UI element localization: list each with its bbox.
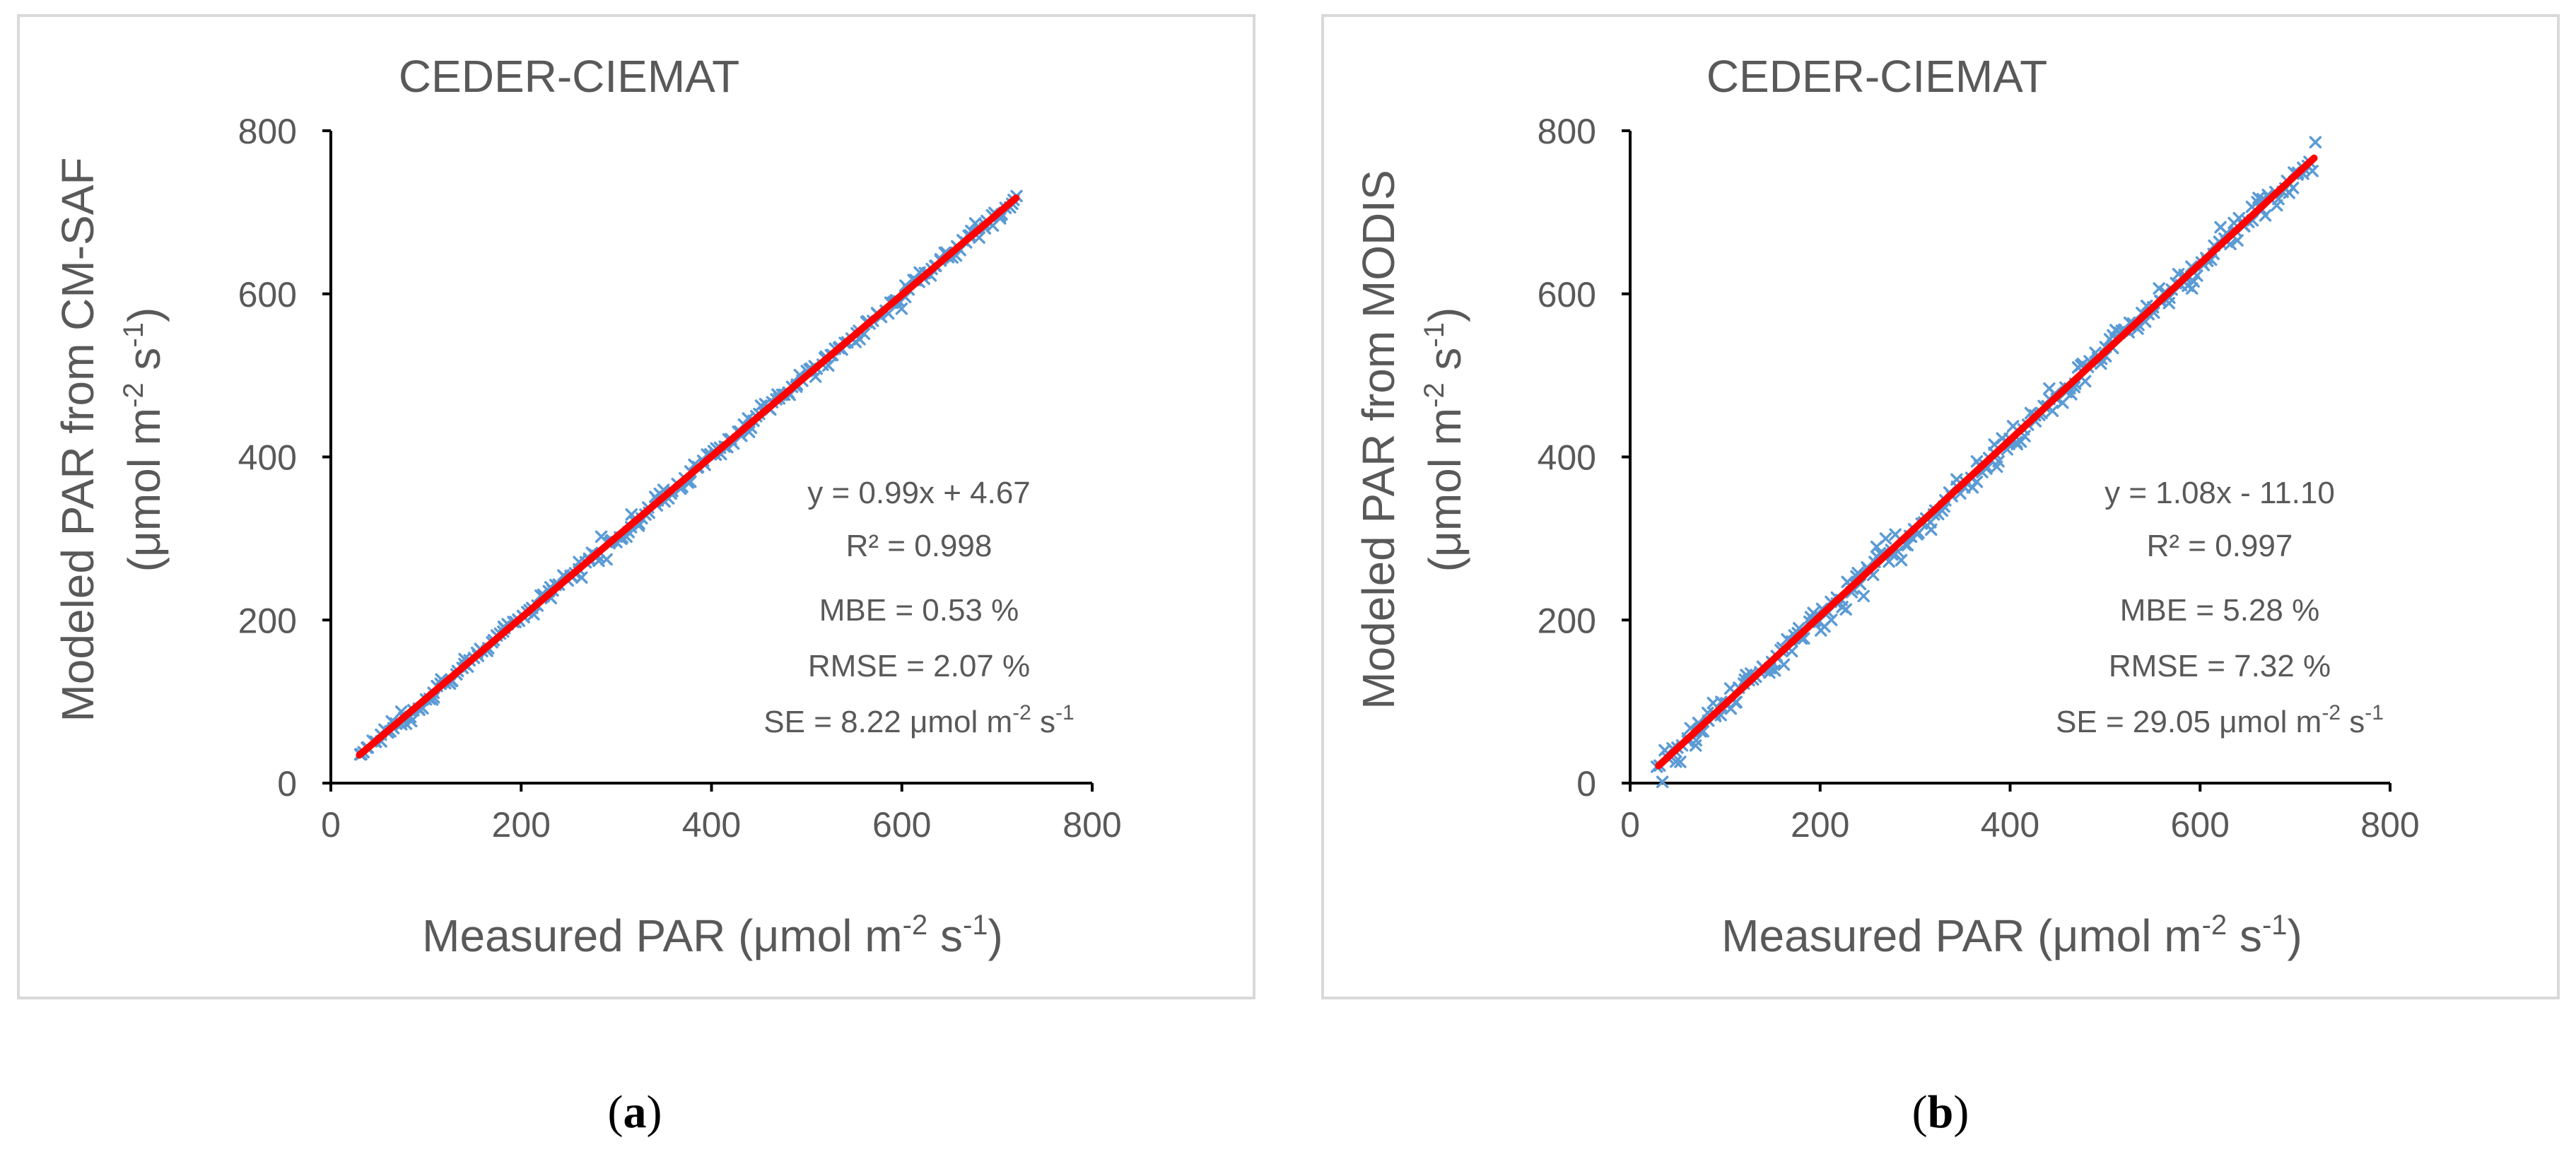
- panel-b-data-point: [1670, 755, 1682, 768]
- panel-a-data-point: [600, 553, 613, 566]
- panel-a-stat-rmse: RMSE = 2.07 %: [808, 649, 1030, 683]
- panel-a-y-axis-title-line1: Modeled PAR from CM-SAF: [52, 158, 103, 722]
- panel-b-y-axis-title-line1: Modeled PAR from MODIS: [1353, 170, 1404, 709]
- panel-b-stat-rmse: RMSE = 7.32 %: [2109, 649, 2331, 683]
- panel-a-data-point: [895, 303, 908, 315]
- panel-b-y-axis-title-line2: (μmol m-2 s-1): [1419, 307, 1470, 572]
- panel-a-frame: [17, 14, 1255, 999]
- panel-a-x-axis-title: Measured PAR (μmol m-2 s-1): [422, 910, 1003, 961]
- panel-a-stat-se: SE = 8.22 μmol m-2 s-1: [763, 701, 1074, 739]
- panel-a-y-tick-label: 800: [238, 112, 297, 151]
- panel-a-x-tick-label: 0: [321, 805, 341, 845]
- panel-b-x-tick-label: 600: [2171, 805, 2230, 845]
- panel-a-stat-mbe: MBE = 0.53 %: [819, 593, 1019, 628]
- panel-b-data-point: [1924, 523, 1938, 536]
- panel-a-stat-equation: y = 0.99x + 4.67: [807, 476, 1031, 510]
- panel-b-stat-mbe: MBE = 5.28 %: [2120, 593, 2319, 628]
- panel-b-y-tick-label: 200: [1538, 601, 1596, 640]
- panel-b-ticks: 0 200 400 600 800 0 200 400 600 800: [1538, 112, 2420, 845]
- panel-b-data-point: [1857, 589, 1870, 603]
- panel-b-data-point: [2306, 165, 2319, 177]
- panel-b-title: CEDER-CIEMAT: [1706, 51, 2047, 102]
- panel-b-data-point: [2231, 234, 2244, 247]
- panel-b-y-tick-label: 400: [1538, 438, 1596, 478]
- panel-b-data-point: [2259, 209, 2272, 222]
- panel-b-data-point: [1825, 613, 1838, 626]
- panel-b-data-point: [1768, 664, 1781, 677]
- panel-a-trendline: [356, 194, 1020, 759]
- panel-b-stats: y = 1.08x - 11.10 R² = 0.997 MBE = 5.28 …: [2056, 476, 2384, 739]
- panel-b-x-tick-label: 0: [1620, 805, 1640, 845]
- panel-a-y-tick-label: 400: [238, 438, 297, 478]
- panel-b-data-point: [1895, 553, 1908, 567]
- panel-a-title: CEDER-CIEMAT: [399, 51, 739, 102]
- panel-b-data-point: [1889, 528, 1902, 541]
- panel-a-stat-r2: R² = 0.998: [846, 529, 993, 563]
- panel-b-trendline: [1655, 154, 2318, 770]
- panel-b-stat-equation: y = 1.08x - 11.10: [2104, 476, 2335, 510]
- panel-b-y-tick-label: 800: [1538, 112, 1596, 151]
- panel-b-x-tick-label: 400: [1981, 805, 2039, 845]
- panel-b-data-point: [1777, 658, 1791, 671]
- panel-b-data-point: [2187, 275, 2200, 288]
- panel-a-x-tick-label: 200: [492, 805, 551, 845]
- panel-b-caption: (b): [1912, 1086, 1969, 1138]
- panel-b-data-point: [1879, 532, 1892, 545]
- panel-b-x-axis-title: Measured PAR (μmol m-2 s-1): [1721, 910, 2302, 961]
- panel-a: CEDER-CIEMAT Modeled PAR from CM-SAF (μm…: [17, 14, 1255, 999]
- panel-b-data-point: [1839, 603, 1852, 616]
- panel-a-ticks: 0 200 400 600 800 0 200 400 600 800: [238, 112, 1122, 845]
- panel-b-data-point: [1656, 775, 1669, 789]
- panel-b-data-point: [2309, 136, 2322, 148]
- panel-b-x-tick-label: 200: [1791, 805, 1849, 845]
- panel-a-x-tick-label: 600: [872, 805, 931, 845]
- panel-a-y-tick-label: 0: [277, 764, 297, 804]
- panel-b-stat-se: SE = 29.05 μmol m-2 s-1: [2056, 701, 2384, 739]
- panel-a-y-tick-label: 200: [238, 601, 297, 640]
- panel-a-data-point: [575, 571, 588, 584]
- panel-b-data-point: [2153, 282, 2165, 295]
- panel-b-stat-r2: R² = 0.997: [2147, 529, 2293, 563]
- panel-a-x-tick-label: 800: [1062, 805, 1121, 845]
- panel-a-stats: y = 0.99x + 4.67 R² = 0.998 MBE = 0.53 %…: [763, 476, 1074, 739]
- panel-a-x-tick-label: 400: [682, 805, 741, 845]
- panel-b-data-point: [1674, 756, 1687, 768]
- panel-b: CEDER-CIEMAT Modeled PAR from MODIS (μmo…: [1321, 14, 2560, 999]
- panel-b-y-tick-label: 0: [1576, 764, 1596, 804]
- panel-b-x-tick-label: 800: [2360, 805, 2419, 845]
- panel-a-y-axis-title-line2: (μmol m-2 s-1): [118, 307, 170, 572]
- panel-a-caption: (a): [608, 1086, 662, 1138]
- panel-a-y-tick-label: 600: [238, 275, 297, 315]
- panel-b-y-tick-label: 600: [1538, 275, 1596, 315]
